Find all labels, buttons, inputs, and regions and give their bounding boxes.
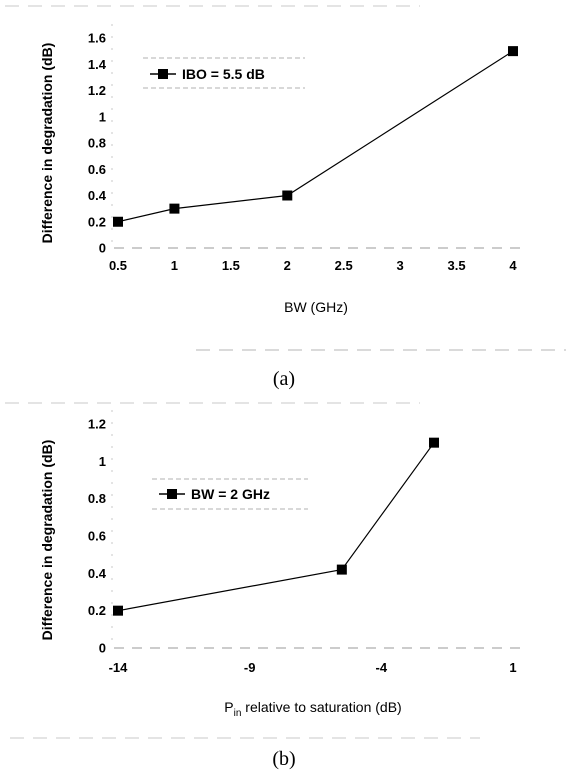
x-axis-label: BW (GHz) bbox=[284, 299, 348, 315]
x-tick-label: -4 bbox=[376, 660, 388, 675]
y-tick-label: 1.2 bbox=[88, 417, 106, 432]
chart-panel-b: 0 0.2 0.4 0.6 0.8 1 1.2 -14 -9 -4 1 Difference in d… bbox=[39, 410, 521, 770]
y-tick-label: 1.6 bbox=[88, 31, 106, 46]
data-point-marker bbox=[169, 203, 180, 214]
x-tick-label: 4 bbox=[509, 258, 517, 273]
x-tick-label: -14 bbox=[109, 660, 129, 675]
y-tick-label: 0.4 bbox=[88, 188, 107, 203]
x-tick-label: 2 bbox=[284, 258, 291, 273]
series-line bbox=[117, 50, 514, 223]
legend-series-name: IBO = 5.5 dB bbox=[182, 66, 265, 82]
y-tick-label: 0.2 bbox=[88, 214, 106, 229]
legend: BW = 2 GHz bbox=[152, 478, 308, 510]
series-line bbox=[117, 442, 435, 612]
y-tick-label: 1.4 bbox=[88, 57, 107, 72]
x-axis-label-main: P bbox=[224, 699, 233, 715]
y-tick-label: 0.8 bbox=[88, 491, 106, 506]
y-tick-label: 0.8 bbox=[88, 136, 106, 151]
x-axis-label: Pin relative to saturation (dB) bbox=[224, 699, 401, 719]
y-tick-label: 0.2 bbox=[88, 603, 106, 618]
y-tick-label: 0 bbox=[99, 641, 106, 656]
data-point-marker bbox=[113, 605, 123, 616]
y-tick-label: 1 bbox=[99, 109, 106, 124]
legend-series-name: BW = 2 GHz bbox=[191, 486, 270, 502]
x-axis-label-subscript: in bbox=[234, 708, 242, 719]
figure-caption: (a) bbox=[273, 368, 295, 390]
legend-marker-swatch bbox=[158, 69, 168, 79]
y-tick-label: 0.6 bbox=[88, 529, 106, 544]
x-tick-label: 3 bbox=[397, 258, 404, 273]
data-point-marker bbox=[113, 216, 123, 227]
figure-caption: (b) bbox=[272, 748, 295, 770]
data-point-marker bbox=[508, 46, 518, 57]
data-point-marker bbox=[336, 564, 347, 575]
y-tick-label: 0.4 bbox=[88, 566, 107, 581]
data-point-marker bbox=[282, 190, 293, 201]
x-tick-label: 2.5 bbox=[335, 258, 353, 273]
y-axis-label: Difference in degradation (dB) bbox=[39, 43, 55, 244]
x-tick-label: 3.5 bbox=[448, 258, 466, 273]
y-tick-label: 1.2 bbox=[88, 83, 106, 98]
x-tick-label: -9 bbox=[244, 660, 256, 675]
x-axis-label-main: BW (GHz) bbox=[284, 299, 348, 315]
y-tick-label: 1 bbox=[99, 454, 106, 469]
x-tick-label: 0.5 bbox=[109, 258, 127, 273]
y-axis-label: Difference in degradation (dB) bbox=[39, 440, 55, 641]
legend-marker-swatch bbox=[167, 489, 177, 499]
data-point-marker bbox=[429, 437, 439, 448]
x-tick-label: 1.5 bbox=[222, 258, 240, 273]
chart-panel-a: 0 0.2 0.4 0.6 0.8 1 1.2 1.4 1.6 0.5 1 1.5 2 2.5 3 3.5 4 D… bbox=[39, 24, 521, 390]
y-tick-label: 0 bbox=[99, 241, 106, 256]
scan-frame-lines bbox=[5, 5, 566, 739]
y-tick-label: 0.6 bbox=[88, 162, 106, 177]
x-axis-label-rest: relative to saturation (dB) bbox=[241, 699, 401, 715]
legend: IBO = 5.5 dB bbox=[143, 57, 305, 89]
x-tick-label: 1 bbox=[509, 660, 516, 675]
x-tick-label: 1 bbox=[171, 258, 178, 273]
